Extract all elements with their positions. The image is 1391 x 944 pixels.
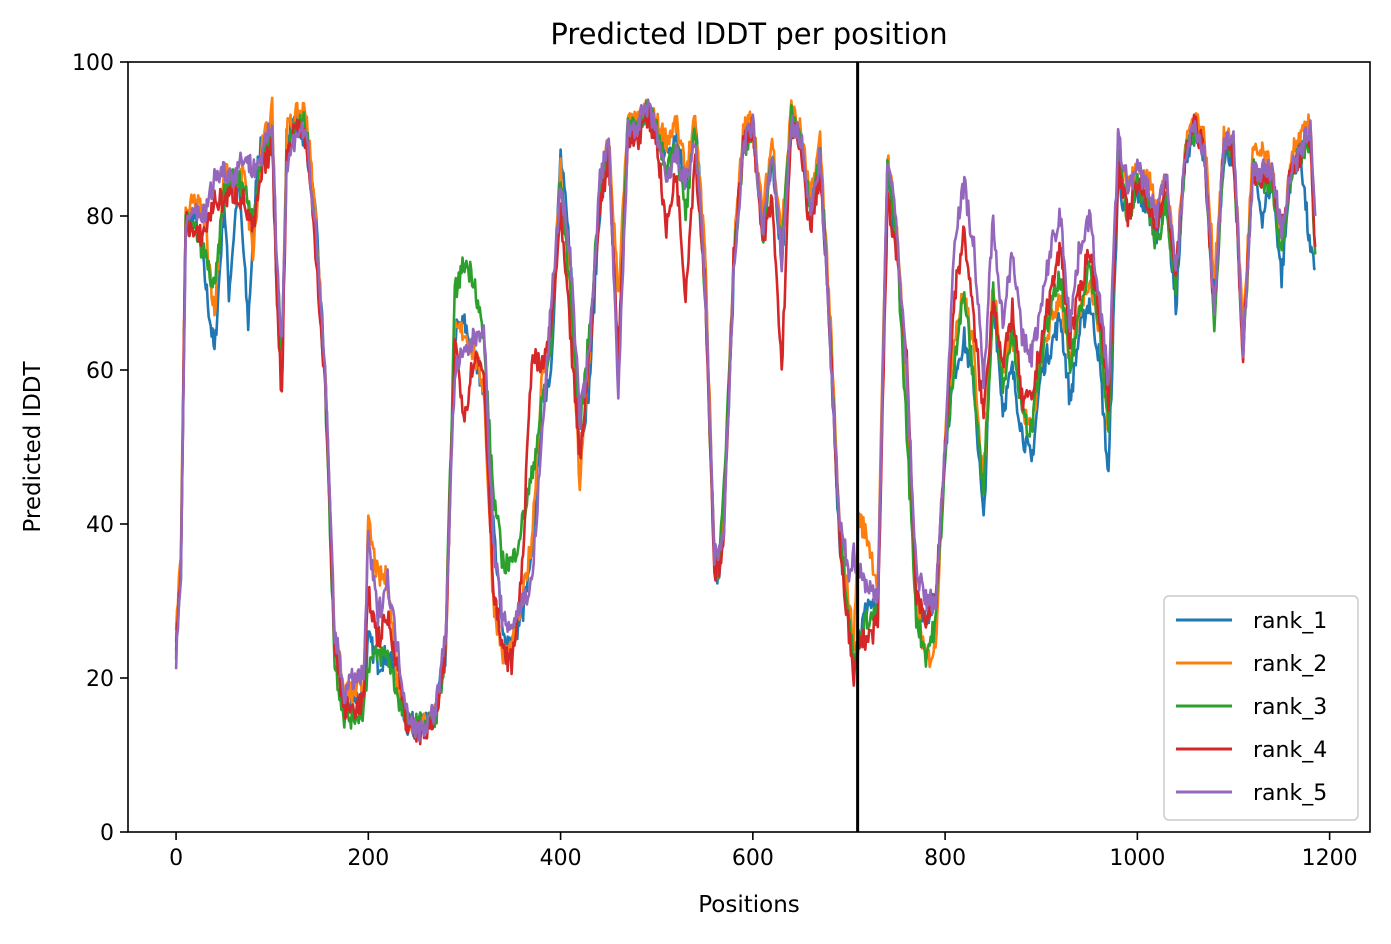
- x-tick-label: 1200: [1302, 846, 1358, 871]
- y-tick-label: 0: [100, 821, 114, 846]
- series-line-rank_5: [174, 98, 1317, 742]
- y-tick-label: 60: [86, 359, 114, 384]
- y-axis-ticks: 0 20 40 60 80 100: [72, 51, 128, 846]
- x-tick-label: 600: [732, 846, 774, 871]
- y-tick-label: 80: [86, 205, 114, 230]
- y-tick-label: 100: [72, 51, 114, 76]
- x-tick-label: 200: [347, 846, 389, 871]
- legend-box: [1163, 595, 1359, 821]
- legend: rank_1 rank_2 rank_3 rank_4 rank_5: [1163, 595, 1359, 821]
- legend-label-rank_5: rank_5: [1253, 781, 1327, 806]
- x-tick-label: 800: [924, 846, 966, 871]
- legend-label-rank_1: rank_1: [1253, 609, 1327, 634]
- plot-frame: [127, 61, 1371, 833]
- y-tick-label: 20: [86, 667, 114, 692]
- x-axis-ticks: 0 200 400 600 800 1000 1200: [169, 832, 1358, 871]
- x-tick-label: 400: [540, 846, 582, 871]
- plot-series-group: [174, 96, 1317, 746]
- legend-label-rank_4: rank_4: [1253, 738, 1327, 763]
- y-axis-label: Predicted lDDT: [20, 360, 46, 532]
- x-tick-label: 0: [169, 846, 183, 871]
- x-tick-label: 1000: [1109, 846, 1165, 871]
- chart-title: Predicted lDDT per position: [550, 17, 947, 51]
- y-tick-label: 40: [86, 513, 114, 538]
- x-axis-label: Positions: [698, 892, 800, 918]
- legend-label-rank_2: rank_2: [1253, 652, 1327, 677]
- legend-label-rank_3: rank_3: [1253, 695, 1327, 720]
